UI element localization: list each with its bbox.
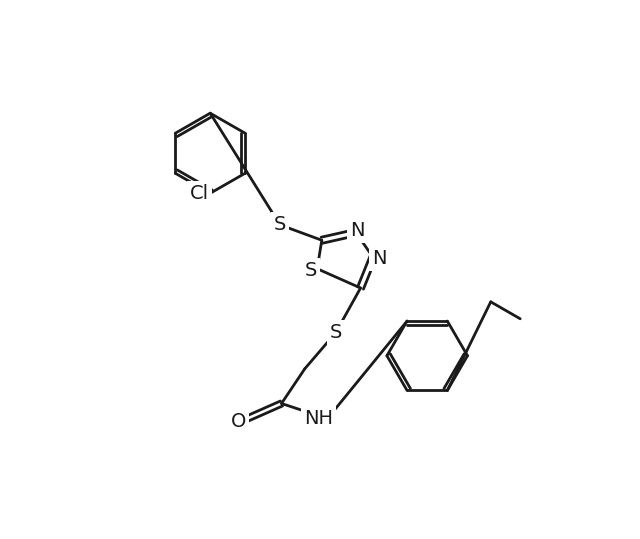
Text: N: N bbox=[372, 249, 387, 268]
Text: NH: NH bbox=[304, 410, 333, 429]
Text: Cl: Cl bbox=[190, 184, 209, 203]
Text: O: O bbox=[231, 412, 246, 431]
Text: S: S bbox=[330, 323, 342, 342]
Text: N: N bbox=[350, 221, 365, 240]
Text: S: S bbox=[305, 261, 317, 280]
Text: S: S bbox=[274, 216, 286, 234]
